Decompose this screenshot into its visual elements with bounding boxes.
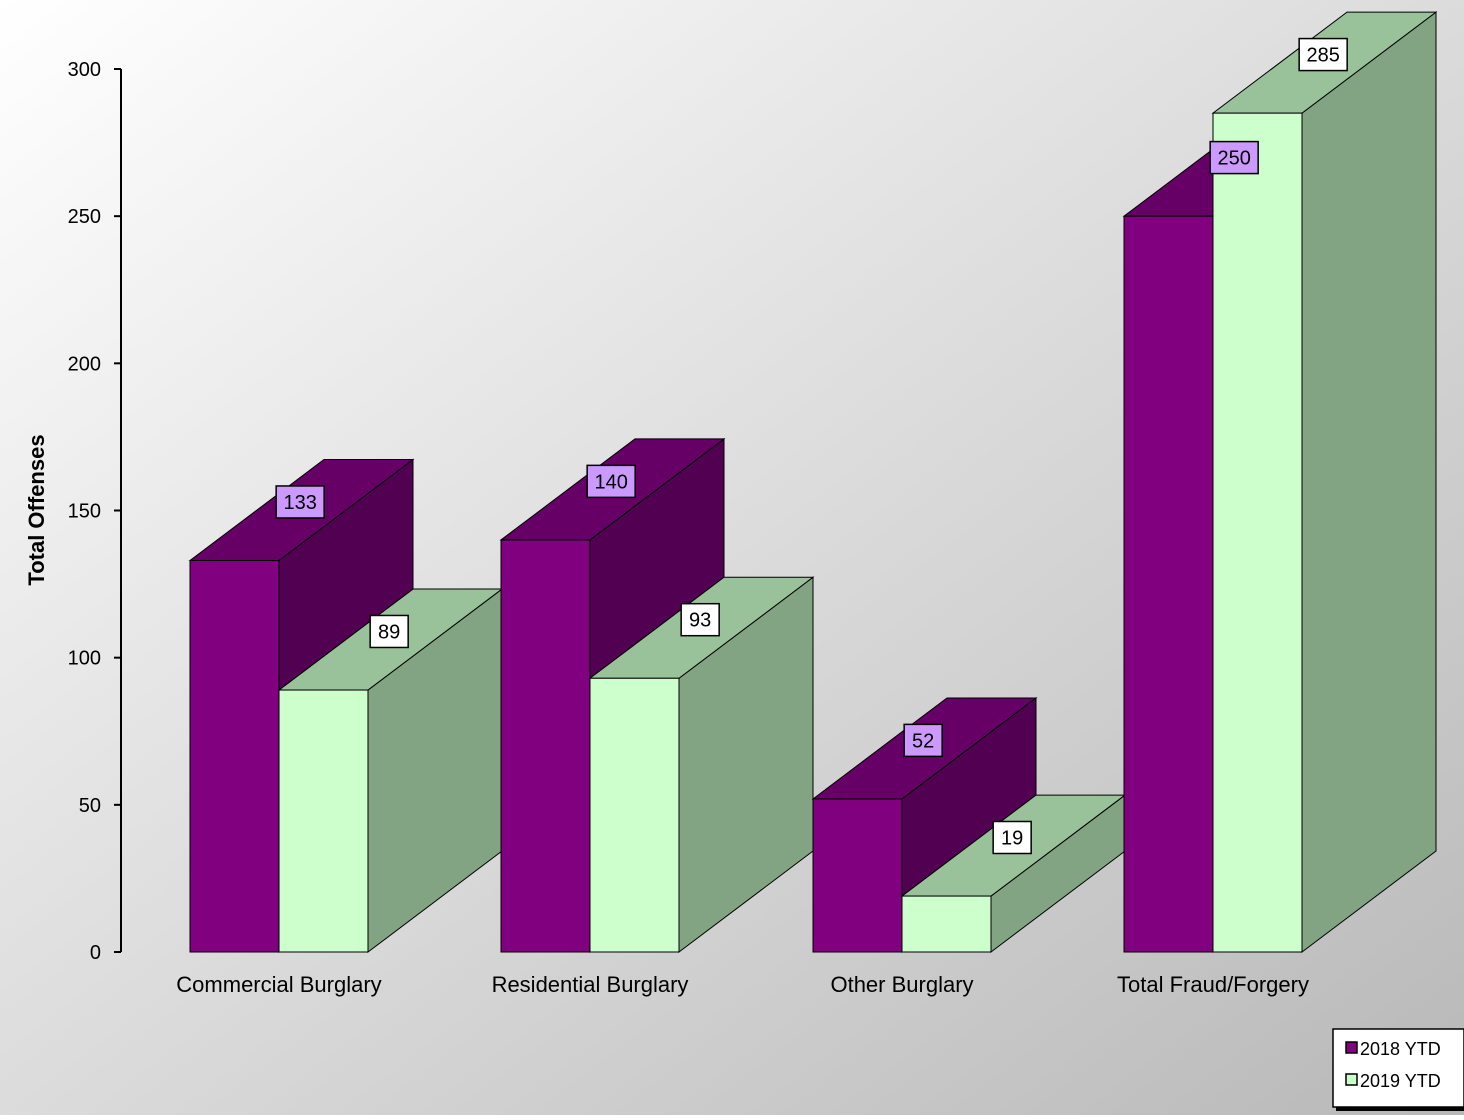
data-label-box (992, 820, 1032, 855)
data-label: 140 (586, 464, 636, 499)
data-label-text: 133 (283, 492, 316, 514)
data-label: 52 (903, 723, 943, 758)
data-label: 89 (369, 614, 409, 649)
data-label-box (1298, 37, 1348, 72)
data-label-text: 250 (1217, 148, 1250, 170)
y-tick-label: 50 (79, 795, 101, 817)
y-axis: 0 50 100 150 200 250 300 (68, 59, 122, 964)
data-label-text: 285 (1306, 45, 1339, 67)
x-axis-labels: Commercial Burglary Residential Burglary O… (176, 972, 1309, 997)
data-label-text: 52 (912, 730, 934, 752)
data-label-box (369, 614, 409, 649)
y-tick-label: 200 (68, 353, 101, 375)
data-label-box (586, 464, 636, 499)
y-tick-label: 250 (68, 206, 101, 228)
data-label: 250 (1209, 140, 1259, 175)
y-tick-label: 0 (90, 942, 101, 964)
bar-front (1123, 215, 1214, 953)
bar-front (901, 895, 992, 953)
data-label: 285 (1298, 37, 1348, 72)
data-label-text: 19 (1001, 827, 1023, 849)
bar (588, 576, 815, 954)
x-tick-label: Commercial Burglary (176, 972, 381, 997)
bars (188, 11, 1438, 954)
legend-label: 2019 YTD (1360, 1071, 1441, 1091)
x-tick-label: Residential Burglary (492, 972, 689, 997)
bar-front (278, 689, 369, 953)
data-label-box (1209, 140, 1259, 175)
data-label-text: 89 (378, 621, 400, 643)
bar-front (589, 677, 680, 953)
bar-side (1301, 11, 1437, 954)
x-tick-label: Other Burglary (830, 972, 973, 997)
data-label-text: 93 (689, 610, 711, 632)
data-label-text: 140 (594, 471, 627, 493)
data-label-box (903, 723, 943, 758)
bar (1211, 11, 1438, 954)
data-label-box (275, 485, 325, 519)
bar-front (1212, 112, 1303, 953)
data-label-box (680, 602, 720, 637)
bar-front (189, 560, 280, 953)
y-axis-title: Total Offenses (24, 434, 49, 585)
legend-swatch (1345, 1073, 1358, 1086)
x-tick-label: Total Fraud/Forgery (1117, 972, 1309, 997)
legend-label: 2018 YTD (1360, 1039, 1441, 1059)
legend-swatch (1345, 1041, 1358, 1054)
y-tick-label: 100 (68, 648, 101, 670)
data-label: 19 (992, 820, 1032, 855)
data-label: 133 (275, 485, 325, 519)
bar-front (812, 798, 903, 953)
y-tick-label: 150 (68, 501, 101, 523)
data-labels: 133 89 140 93 52 19 250 285 (275, 37, 1348, 855)
data-label: 93 (680, 602, 720, 637)
bar-front (500, 539, 591, 953)
legend: 2018 YTD 2019 YTD (1332, 1028, 1464, 1111)
y-tick-label: 300 (68, 59, 101, 81)
